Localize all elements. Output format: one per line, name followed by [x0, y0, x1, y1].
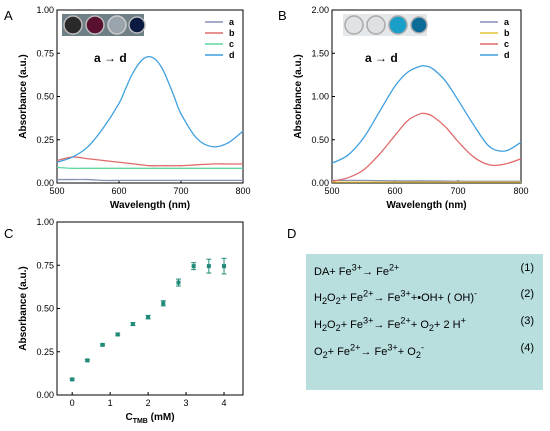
y-tick-label: 0.75	[36, 48, 54, 58]
x-axis-label: Wavelength (nm)	[386, 200, 466, 211]
legend-label-d: d	[229, 50, 235, 60]
data-point	[191, 264, 196, 269]
legend-title: a → d	[365, 51, 398, 65]
data-point	[206, 264, 211, 269]
chart-c: 0.00 0.25 0.50 0.75 1.00 0 1 2 3 4 Absorbance (a.u…	[18, 217, 244, 425]
y-tick-label: 2.00	[311, 5, 329, 15]
legend-label-c: c	[229, 39, 234, 49]
equations-panel: DA+ Fe3+→ Fe2+ (1) H2O2+ Fe2+→ Fe3++•OH+ …	[306, 254, 543, 390]
data-point	[146, 315, 151, 320]
vials-photo-a	[62, 14, 146, 36]
x-tick-label: 0	[70, 398, 75, 408]
chart-b: 0.00 0.50 1.00 1.50 2.00 500 600 700 800 Absorban…	[293, 5, 529, 211]
y-tick-label: 1.00	[36, 217, 54, 227]
data-point	[130, 322, 135, 327]
equation-1: DA+ Fe3+→ Fe2+ (1)	[314, 262, 538, 278]
x-tick-label: 700	[173, 186, 188, 196]
legend-label-d: d	[504, 50, 510, 60]
equation-4-text: O2+ Fe2+→ Fe3++ O2-	[314, 342, 424, 360]
x-tick-label: 3	[184, 398, 189, 408]
x-axis-label: Wavelength (nm)	[110, 200, 190, 211]
series-line-c	[331, 112, 522, 182]
x-tick-label: 500	[324, 186, 339, 196]
equation-2: H2O2+ Fe2+→ Fe3++•OH+ ( OH)- (2)	[314, 288, 538, 306]
data-point	[70, 377, 75, 382]
panel-label-c: C	[4, 226, 13, 241]
data-point	[100, 342, 105, 347]
equation-2-number: (2)	[520, 288, 534, 300]
x-tick-label: 2	[146, 398, 151, 408]
chart-a: 0.00 0.25 0.50 0.75 1.00 500 600 700 800 Absorban…	[18, 5, 251, 211]
data-point	[161, 301, 166, 306]
y-tick-label: 1.00	[36, 5, 54, 15]
data-point	[222, 264, 227, 269]
y-tick-label: 0.75	[36, 260, 54, 270]
series-line-c	[56, 166, 243, 170]
y-tick-label: 0.00	[36, 390, 54, 400]
equation-3: H2O2+ Fe3+→ Fe2++ O2+ 2 H+ (3)	[314, 315, 538, 333]
x-tick-label: 600	[111, 186, 126, 196]
data-point	[115, 332, 120, 337]
y-tick-label: 0.50	[311, 135, 329, 145]
legend-label-a: a	[504, 17, 510, 27]
legend-label-b: b	[504, 28, 510, 38]
panel-label-d: D	[287, 226, 296, 241]
legend-label-b: b	[229, 28, 235, 38]
y-tick-label: 0.25	[36, 135, 54, 145]
data-point	[85, 358, 90, 363]
series-line-a	[57, 178, 243, 182]
series-line-d	[331, 65, 522, 164]
x-tick-label: 1	[108, 398, 113, 408]
equation-2-text: H2O2+ Fe2+→ Fe3++•OH+ ( OH)-	[314, 288, 478, 306]
legend-label-a: a	[229, 17, 235, 27]
y-axis-label: Absorbance (a.u.)	[18, 266, 29, 350]
x-axis-label: CTMB (mM)	[125, 412, 174, 425]
equation-3-text: H2O2+ Fe3+→ Fe2++ O2+ 2 H+	[314, 315, 466, 333]
equation-1-number: (1)	[520, 262, 534, 274]
x-tick-label: 800	[513, 186, 528, 196]
x-tick-label: 600	[387, 186, 402, 196]
y-tick-label: 0.50	[36, 304, 54, 314]
x-tick-label: 4	[222, 398, 227, 408]
y-axis-label: Absorbance (a.u.)	[18, 54, 29, 138]
series-line-a	[331, 179, 521, 182]
y-tick-label: 0.00	[311, 178, 329, 188]
y-tick-label: 1.00	[311, 92, 329, 102]
series-line-d	[56, 55, 244, 163]
equation-4: O2+ Fe2+→ Fe3++ O2- (4)	[314, 342, 538, 360]
y-tick-label: 1.50	[311, 48, 329, 58]
vials-photo-b	[343, 14, 428, 36]
equation-1-text: DA+ Fe3+→ Fe2+	[314, 262, 400, 278]
y-tick-label: 0.50	[36, 92, 54, 102]
equation-3-number: (3)	[520, 315, 534, 327]
x-tick-label: 700	[450, 186, 465, 196]
panel-label-a: A	[4, 8, 13, 23]
equation-4-number: (4)	[520, 342, 534, 354]
legend-label-c: c	[504, 39, 509, 49]
x-tick-label: 500	[49, 186, 64, 196]
legend-title: a → d	[94, 51, 127, 65]
panel-label-b: B	[278, 8, 287, 23]
plot-frame	[56, 221, 244, 396]
y-tick-label: 0.25	[36, 347, 54, 357]
series-line-b	[56, 156, 243, 167]
x-tick-label: 800	[235, 186, 250, 196]
y-axis-label: Absorbance (a.u.)	[293, 54, 304, 138]
data-point	[176, 280, 181, 285]
y-tick-label: 0.00	[36, 178, 54, 188]
